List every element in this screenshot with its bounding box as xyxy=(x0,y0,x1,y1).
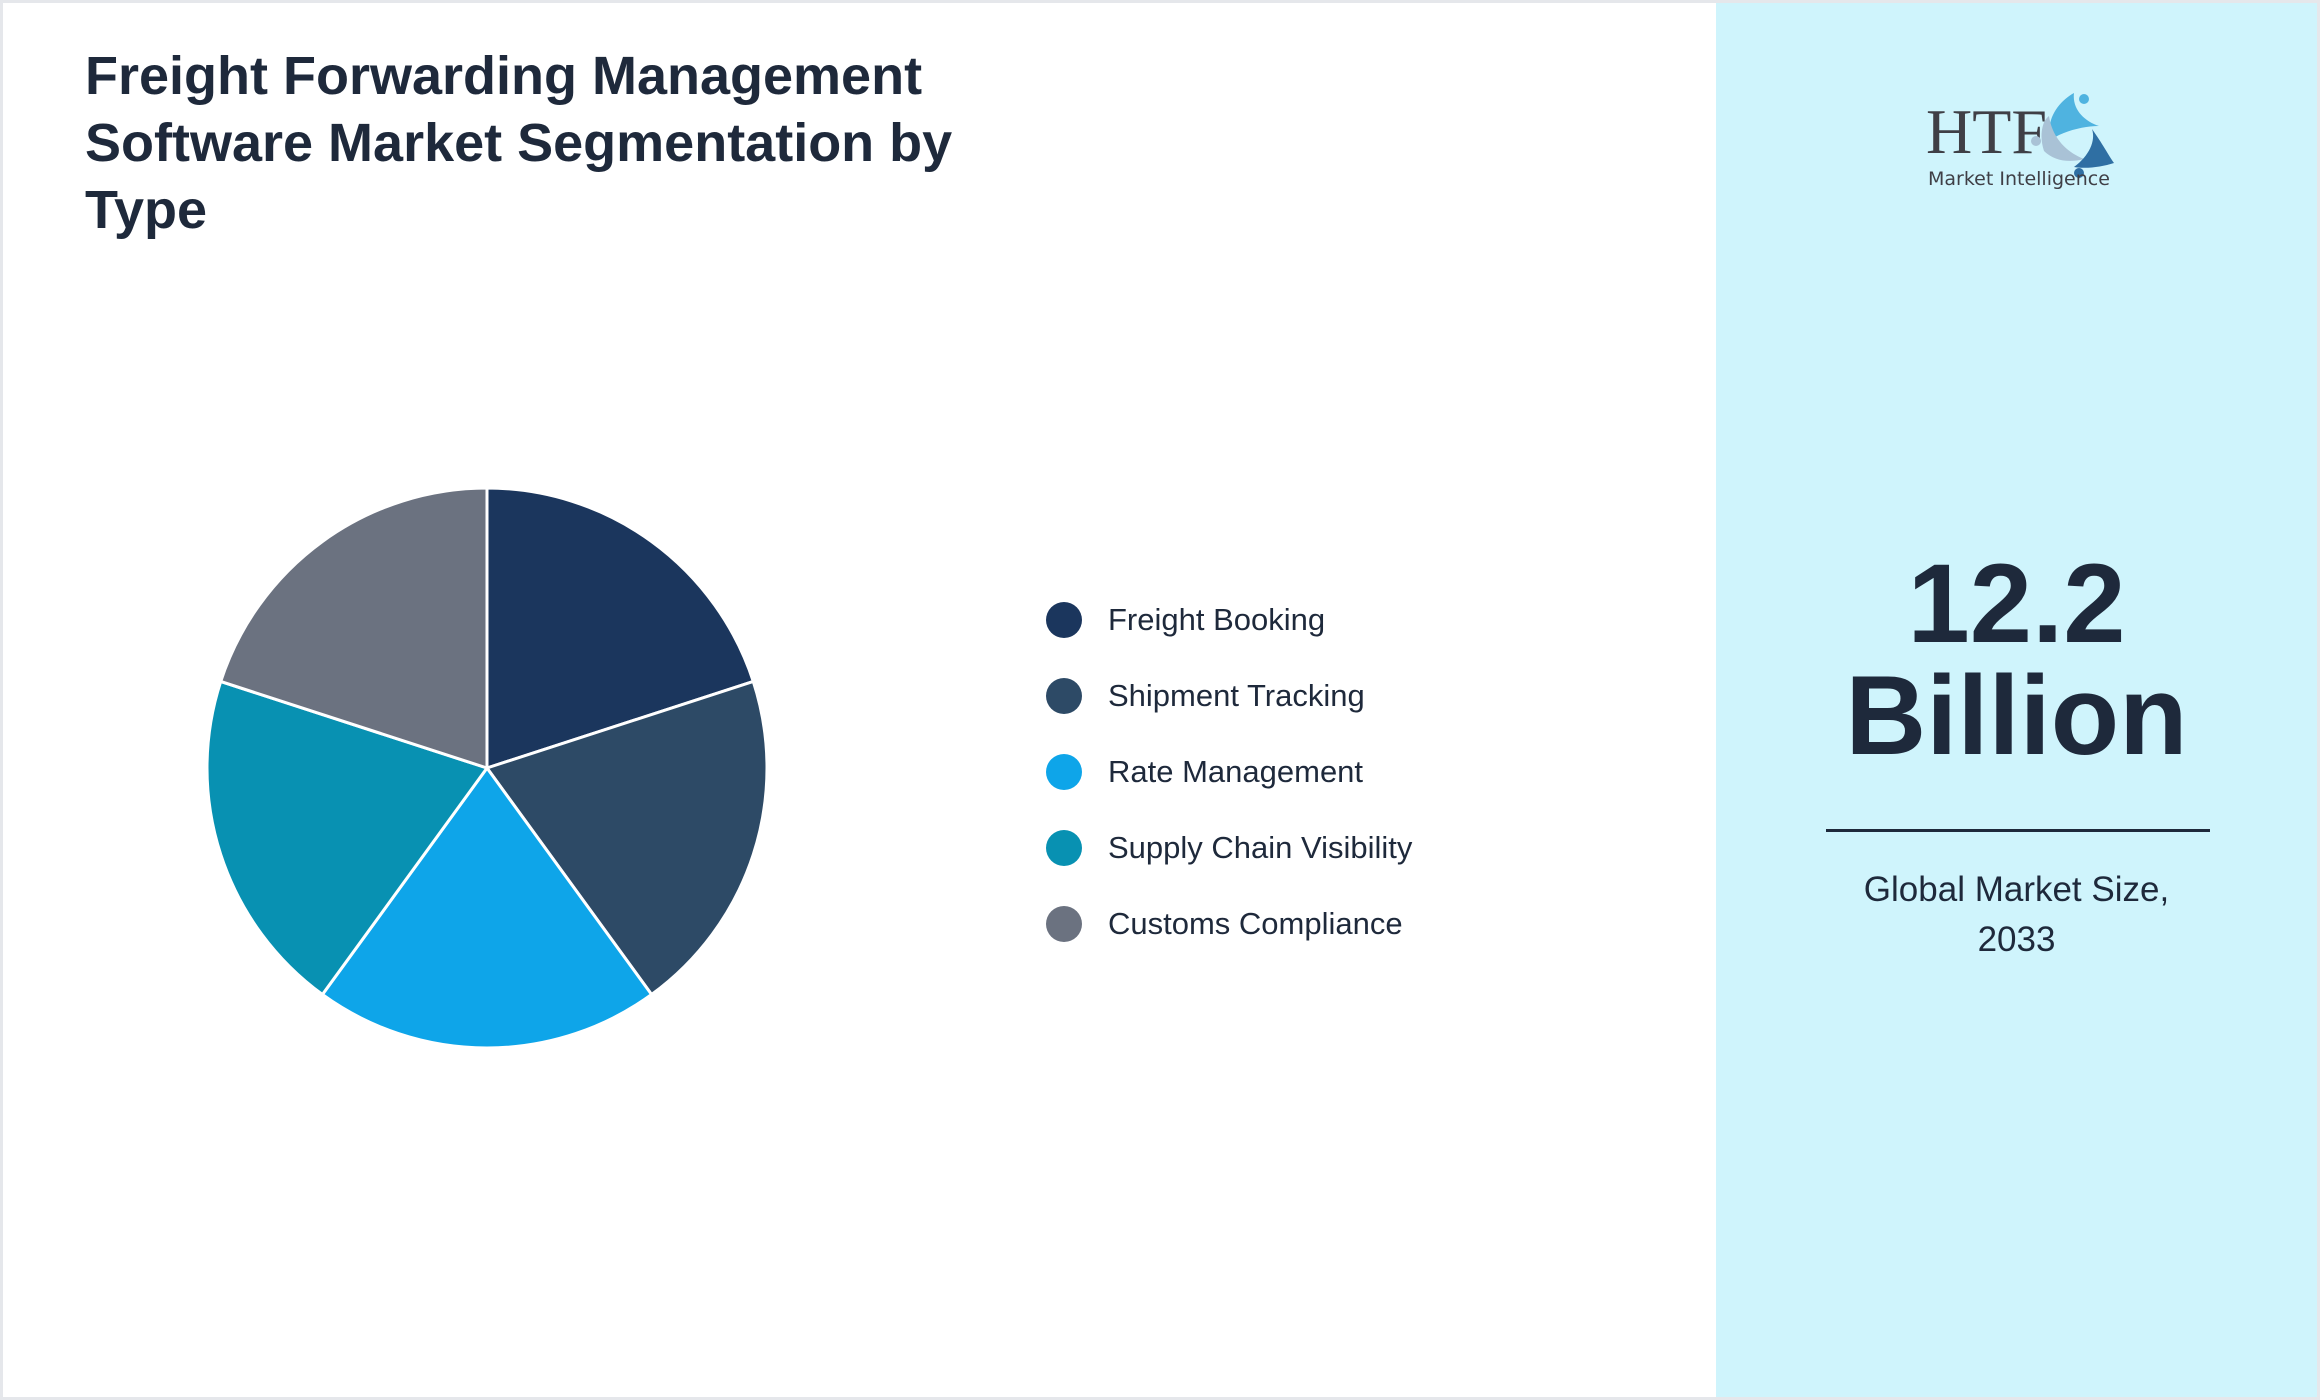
legend-label: Shipment Tracking xyxy=(1108,678,1365,713)
legend-swatch xyxy=(1046,906,1082,942)
legend: Freight Booking Shipment Tracking Rate Man… xyxy=(1046,594,1412,974)
legend-item: Supply Chain Visibility xyxy=(1046,822,1412,874)
htf-logo: HTF Market Intelligence xyxy=(1926,93,2114,190)
legend-label: Customs Compliance xyxy=(1108,906,1403,941)
svg-text:Market Intelligence: Market Intelligence xyxy=(1928,168,2110,190)
legend-swatch xyxy=(1046,830,1082,866)
pie-slice-freight-booking xyxy=(485,486,756,771)
caption-line-2: 2033 xyxy=(1977,920,2056,959)
legend-swatch xyxy=(1046,602,1082,638)
legend-swatch xyxy=(1046,678,1082,714)
legend-label: Supply Chain Visibility xyxy=(1108,830,1413,865)
legend-item: Shipment Tracking xyxy=(1046,670,1412,722)
caption-line-1: Global Market Size, xyxy=(1863,870,2170,909)
legend-label: Rate Management xyxy=(1108,754,1364,789)
legend-label: Freight Booking xyxy=(1108,602,1326,637)
legend-swatch xyxy=(1046,754,1082,790)
legend-item: Customs Compliance xyxy=(1046,898,1412,950)
market-unit: Billion xyxy=(1845,653,2188,778)
pie-slice-customs-compliance xyxy=(218,486,489,771)
chart-title: Freight Forwarding Management Software M… xyxy=(85,46,953,240)
chart-panel: Freight Forwarding Management Software M… xyxy=(3,3,1716,1397)
svg-text:HTF: HTF xyxy=(1926,96,2047,167)
market-caption: Global Market Size, 2033 xyxy=(1716,865,2317,965)
divider xyxy=(1826,829,2210,832)
legend-item: Freight Booking xyxy=(1046,594,1412,646)
pie-slice-supply-chain-visibility xyxy=(205,679,490,997)
legend-item: Rate Management xyxy=(1046,746,1412,798)
pie-slice-shipment-tracking xyxy=(484,679,769,997)
market-size-panel: HTF Market Intelligence 12.2 Billion Glo… xyxy=(1716,3,2317,1397)
market-value: 12.2 xyxy=(1907,541,2126,666)
pie-slice-rate-management xyxy=(320,765,654,1050)
pie-chart xyxy=(205,486,769,1050)
